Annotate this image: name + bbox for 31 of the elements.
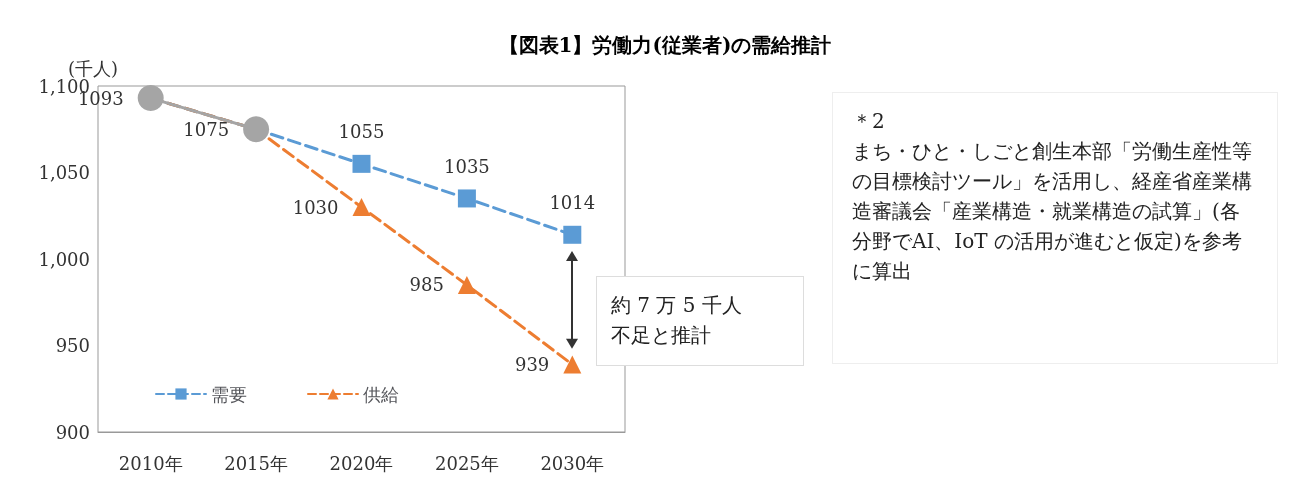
x-tick-label: 2010年 [118, 452, 183, 474]
legend-label: 需要 [211, 383, 247, 405]
x-tick-label: 2030年 [540, 452, 605, 474]
point [352, 198, 371, 217]
data-label: 1035 [443, 155, 490, 177]
data-label: 1030 [292, 196, 339, 218]
y-tick-label: 950 [55, 335, 90, 356]
legend-label: 供給 [363, 383, 399, 405]
x-tick-label: 2025年 [434, 452, 499, 474]
x-tick-label: 2020年 [329, 452, 394, 474]
x-tick-label: 2015年 [224, 452, 289, 474]
annotation: 約 7 万 5 千人 [611, 292, 743, 319]
point [457, 275, 476, 294]
data-label: 939 [514, 354, 550, 376]
point [563, 225, 582, 244]
data-label: 985 [409, 274, 444, 296]
text: 【図表1】労働力(従業者)の需給推計 [498, 33, 832, 57]
point [457, 189, 476, 208]
point [243, 116, 270, 143]
annotation: 不足と推計 [611, 322, 712, 349]
point [563, 355, 582, 374]
point [137, 85, 164, 112]
text: ＊2 [852, 108, 886, 135]
text: まち・ひと・しごと創生本部「労働生産性等の目標検討ツール」を活用し、経産省産業構造審議会「産業構造・就業構造の試算」(各分野でAI、IoT の活用が進むと仮定)を参考に算出 [852, 138, 1253, 285]
y-tick-label: 1,000 [38, 248, 90, 270]
y-tick-label: 900 [55, 421, 90, 443]
data-label: 1055 [338, 121, 385, 143]
point [352, 154, 371, 173]
y-tick-label: 1,050 [38, 162, 90, 183]
data-label: 1014 [549, 192, 596, 214]
data-label: 1075 [183, 118, 230, 140]
